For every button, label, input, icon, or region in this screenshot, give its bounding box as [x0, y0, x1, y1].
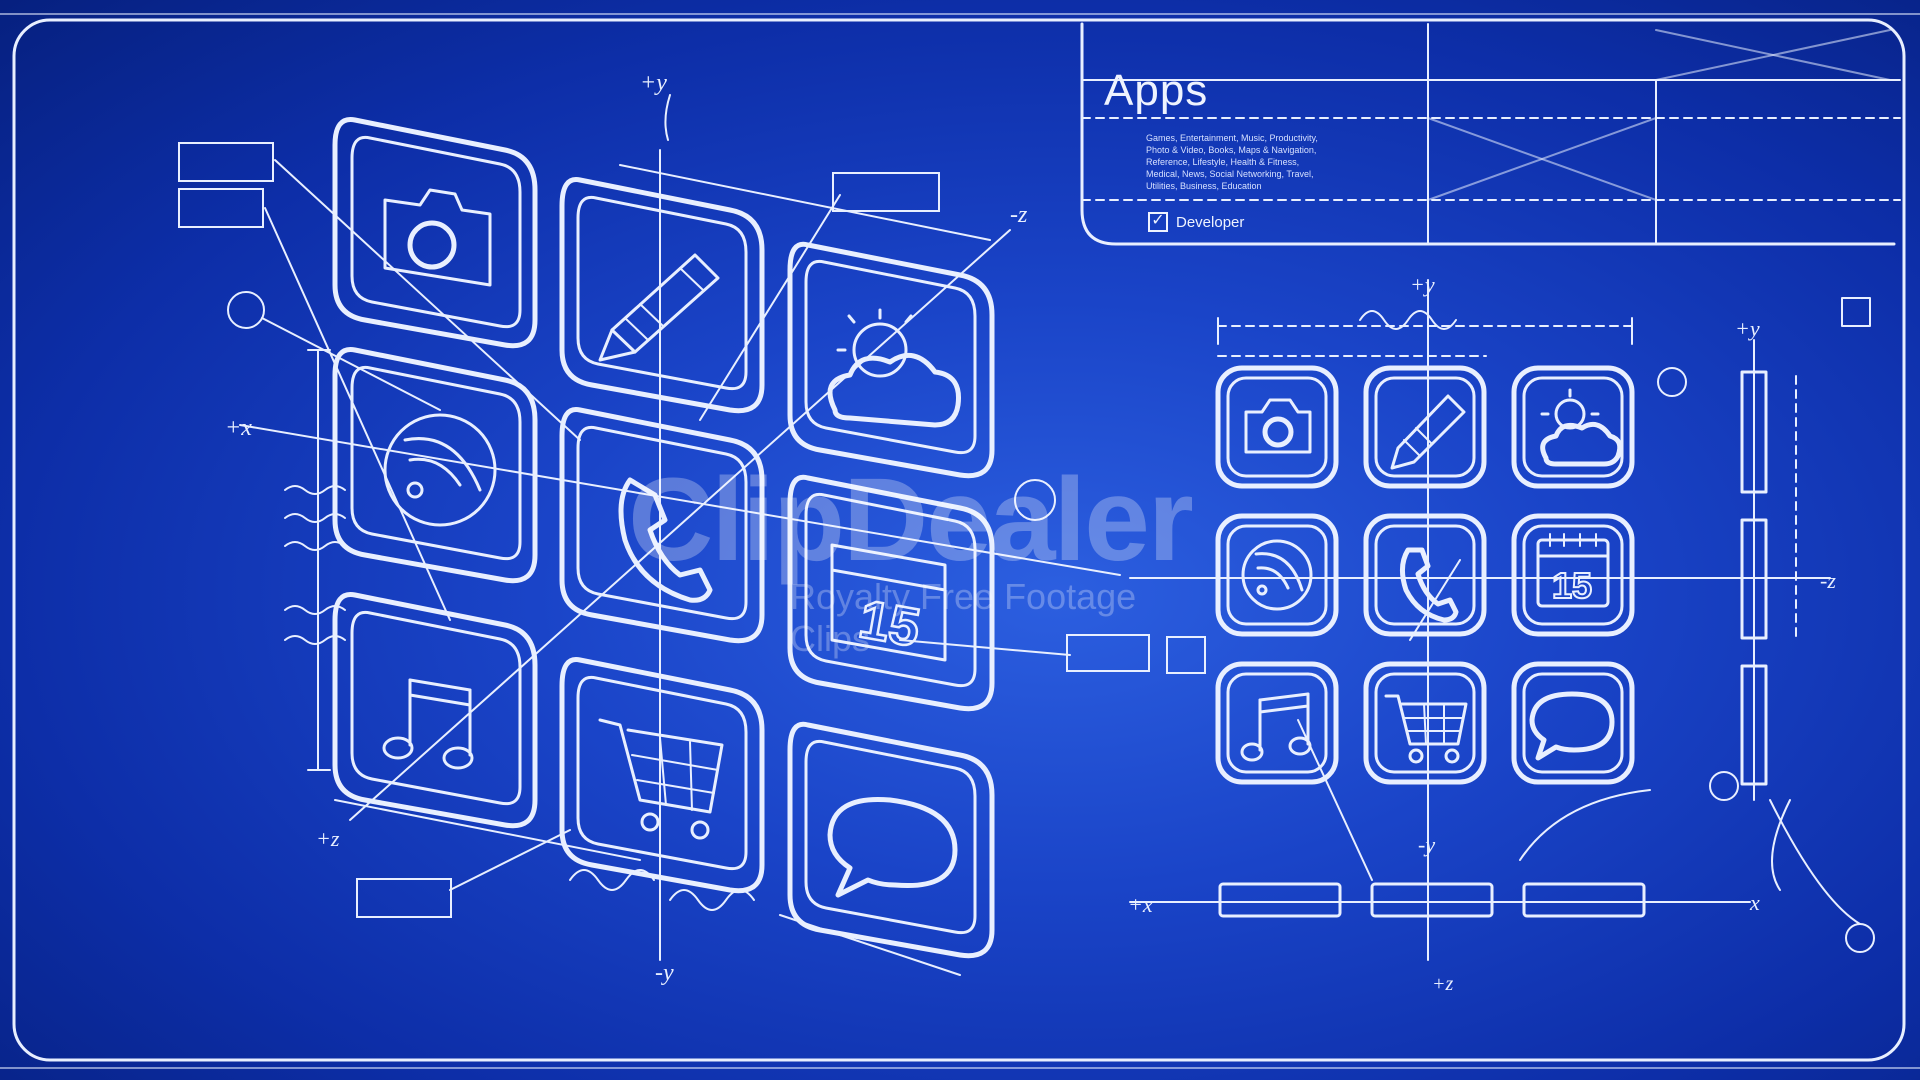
developer-label: Developer: [1176, 213, 1245, 231]
phone-tile: [559, 407, 765, 644]
chat-tile: [787, 721, 995, 959]
annotation-box: [356, 878, 452, 918]
weather-icon: [1540, 388, 1623, 467]
category-line: Medical, News, Social Networking, Travel…: [1146, 169, 1314, 179]
apps-category-list: Games, Entertainment, Music, Productivit…: [1146, 132, 1376, 192]
rss-icon: [383, 413, 497, 527]
pencil-tile: [559, 177, 765, 414]
svg-text:-z: -z: [1820, 568, 1836, 593]
developer-checkbox[interactable]: ✓: [1148, 212, 1168, 232]
chat-icon: [1529, 691, 1615, 761]
music-tile: [332, 592, 538, 829]
grid-phone-tile: [1363, 513, 1487, 637]
camera-tile: [332, 117, 538, 349]
svg-text:+x: +x: [1128, 892, 1153, 917]
apps-panel-frame: [1080, 22, 1896, 246]
grid-weather-tile: [1511, 365, 1635, 489]
pencil-icon: [1390, 394, 1466, 470]
svg-text:+z: +z: [1432, 973, 1453, 995]
svg-text:-z: -z: [1010, 202, 1028, 228]
calendar-icon: 15: [1536, 533, 1610, 608]
music-icon: [382, 678, 474, 770]
grid-cart-tile: [1363, 661, 1487, 785]
svg-text:+y: +y: [640, 70, 667, 96]
svg-text:-y: -y: [655, 960, 674, 986]
music-icon: [1240, 692, 1312, 762]
svg-text:+y: +y: [1410, 272, 1435, 297]
category-line: Utilities, Business, Education: [1146, 181, 1262, 191]
shopping-cart-icon: [1384, 694, 1468, 764]
cart-tile: [559, 657, 765, 894]
grid-chat-tile: [1511, 661, 1635, 785]
annotation-box: [1066, 634, 1150, 672]
weather-tile: [787, 241, 995, 479]
annotation-box: [178, 188, 264, 228]
camera-icon: [1244, 398, 1312, 454]
camera-icon: [383, 188, 492, 287]
svg-text:x: x: [1749, 890, 1760, 915]
apps-title: Apps: [1104, 66, 1209, 115]
calendar-day-left: 15: [855, 589, 925, 659]
calendar-tile: 15: [787, 474, 995, 712]
annotation-box: [178, 142, 274, 182]
apps-info-panel: Apps Games, Entertainment, Music, Produc…: [1082, 24, 1894, 246]
outer-frame: [12, 18, 1906, 1062]
developer-option[interactable]: ✓ Developer: [1148, 212, 1244, 232]
left-x-axis: [239, 424, 1121, 576]
phone-icon: [1400, 547, 1459, 623]
weather-icon: [827, 308, 962, 428]
rss-tile: [332, 347, 538, 584]
category-line: Photo & Video, Books, Maps & Navigation,: [1146, 145, 1317, 155]
pencil-icon: [598, 253, 720, 362]
calendar-day-right: 15: [1552, 565, 1592, 606]
svg-text:-y: -y: [1418, 832, 1435, 857]
category-line: Games, Entertainment, Music, Productivit…: [1146, 133, 1318, 143]
shopping-cart-icon: [598, 718, 724, 840]
annotation-box: [1166, 636, 1206, 674]
grid-camera-tile: [1215, 365, 1339, 489]
grid-rss-tile: [1215, 513, 1339, 637]
left-z-axis: [349, 229, 1011, 821]
category-line: Reference, Lifestyle, Health & Fitness,: [1146, 157, 1300, 167]
chat-icon: [827, 796, 958, 898]
svg-text:+y: +y: [1735, 316, 1760, 341]
grid-calendar-tile: 15: [1511, 513, 1635, 637]
rss-icon: [1241, 539, 1313, 611]
svg-text:+x: +x: [225, 415, 252, 441]
svg-text:+z: +z: [316, 826, 340, 851]
phone-icon: [618, 477, 713, 603]
grid-pencil-tile: [1363, 365, 1487, 489]
annotation-box: [832, 172, 940, 212]
calendar-icon: 15: [830, 543, 947, 662]
grid-music-tile: [1215, 661, 1339, 785]
